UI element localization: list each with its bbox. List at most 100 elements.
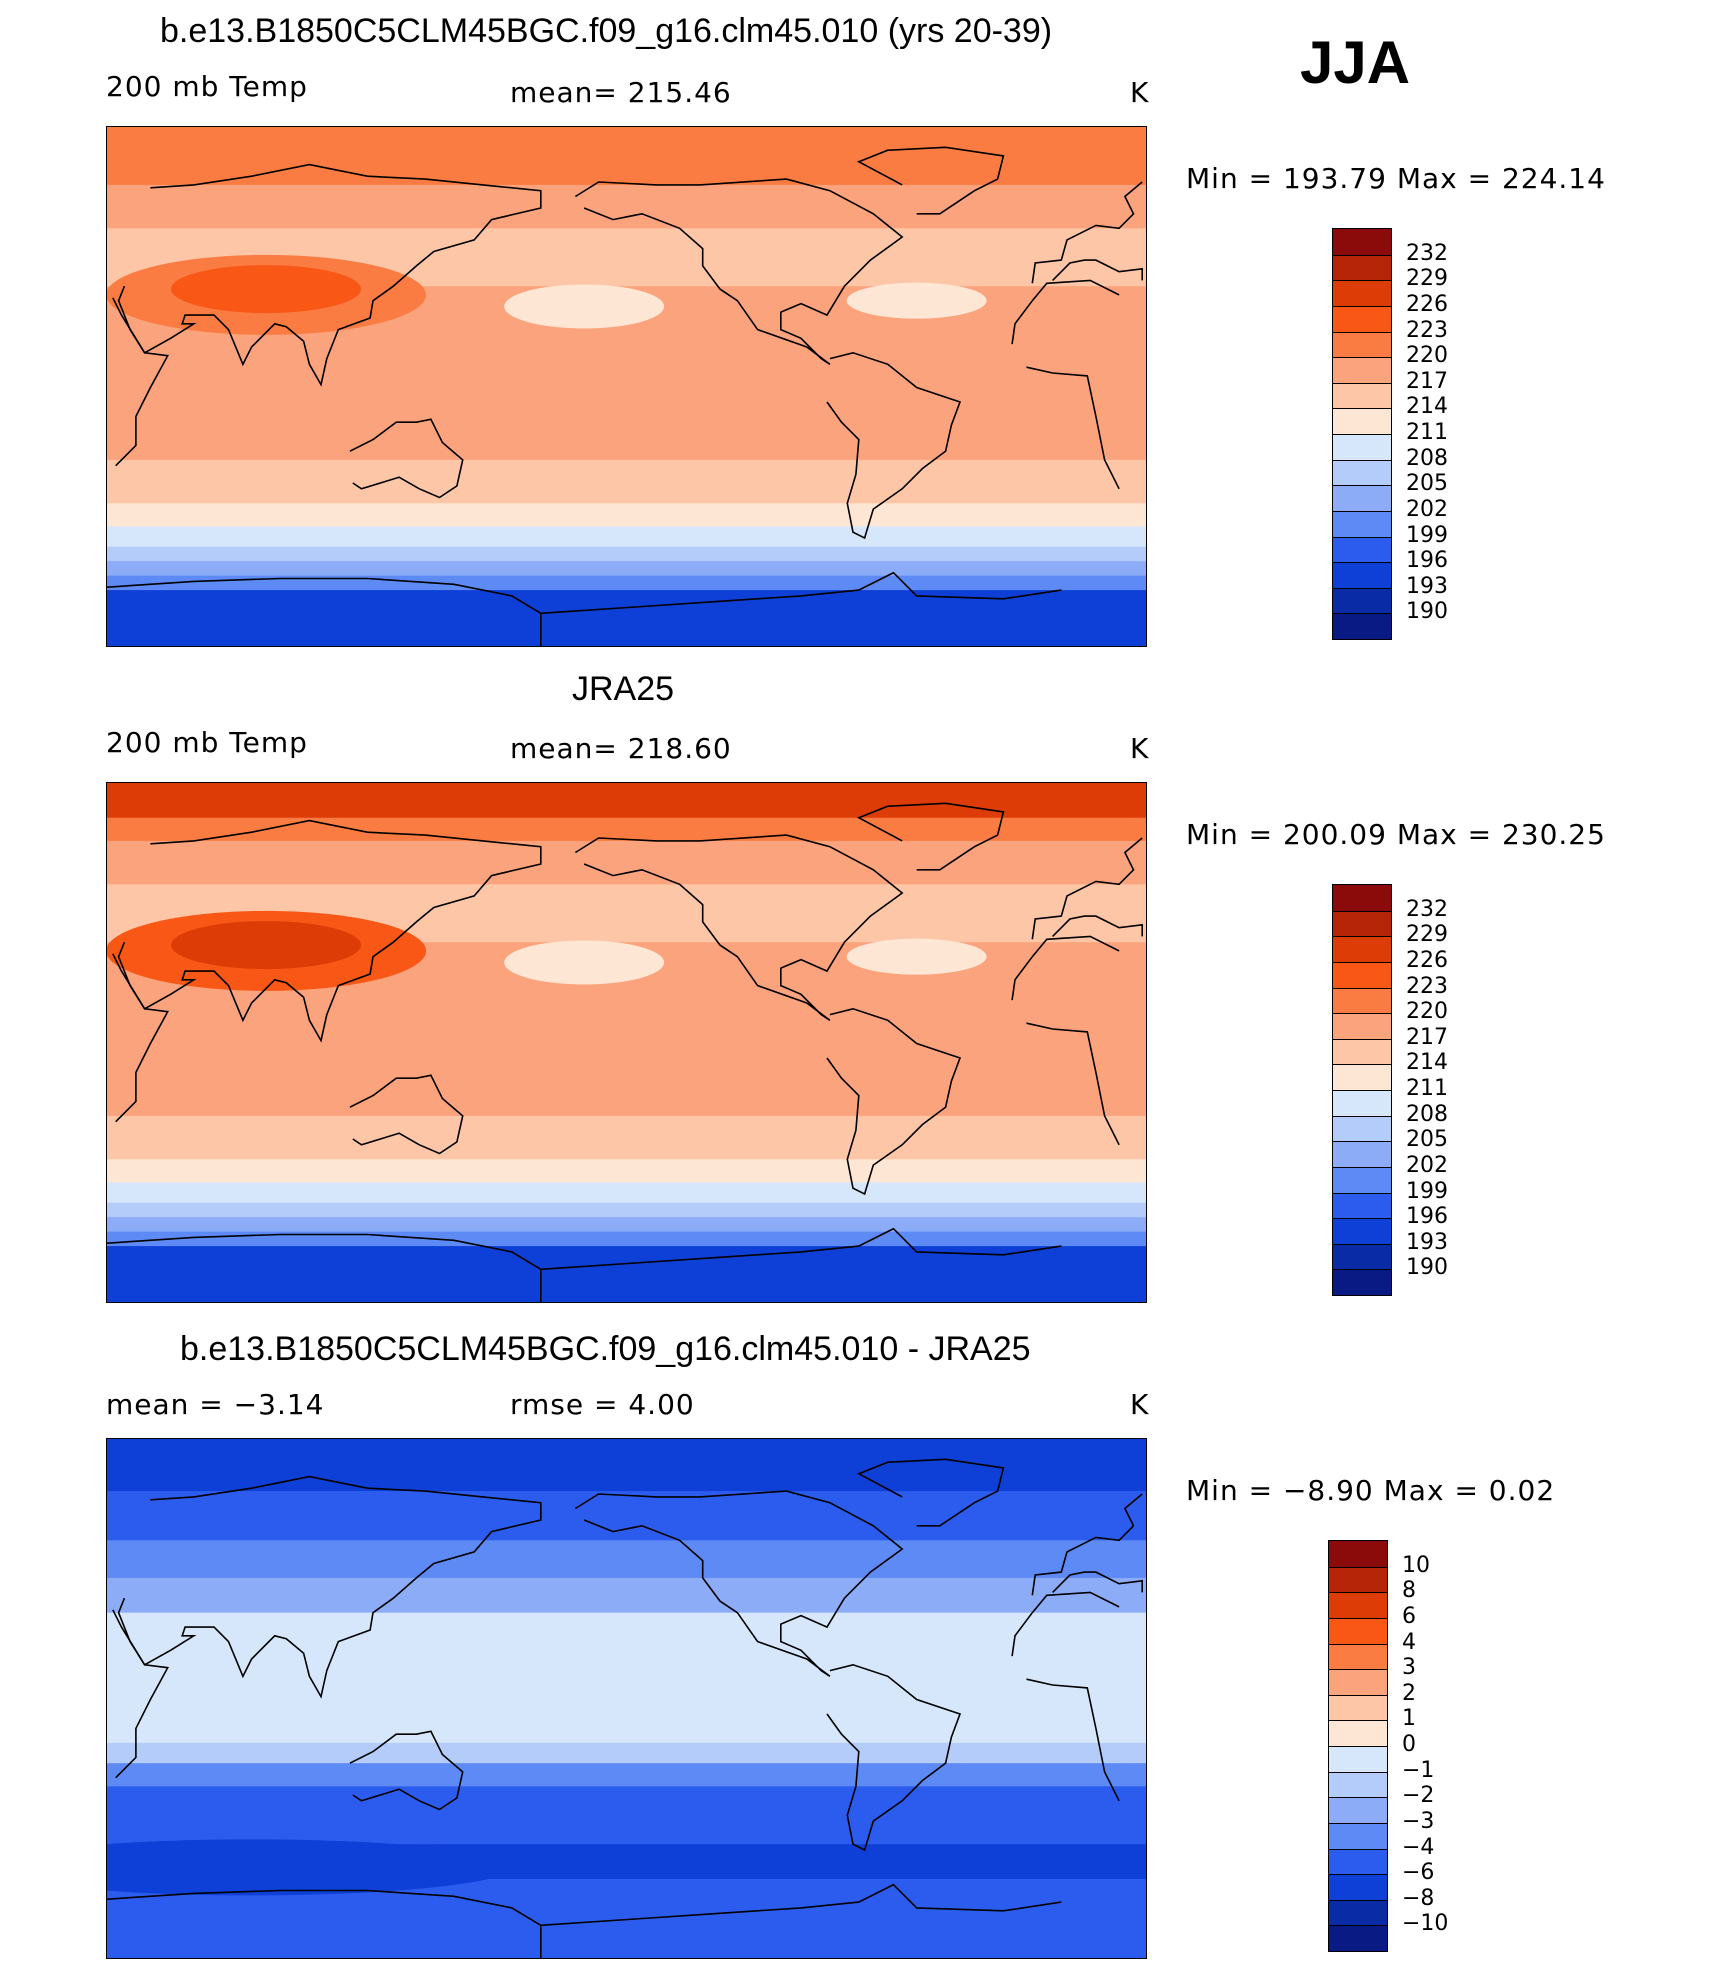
contour-band <box>107 590 1146 646</box>
colorbar-tick-label: 223 <box>1406 973 1448 999</box>
contour-band <box>107 526 1146 548</box>
atlantic-trough <box>846 282 987 319</box>
contour-band <box>107 1491 1146 1541</box>
map-svg <box>107 1439 1146 1958</box>
colorbar-box <box>1329 1874 1387 1900</box>
colorbar-tick-label: −4 <box>1402 1834 1435 1860</box>
colorbar-tick-label: 0 <box>1402 1732 1416 1757</box>
colorbar-tick-label: 232 <box>1406 896 1448 922</box>
colorbar-tick-label: 202 <box>1406 1152 1448 1178</box>
colorbar-box <box>1333 1141 1391 1167</box>
colorbar-tick-label: 4 <box>1402 1629 1416 1655</box>
colorbar-box <box>1329 1848 1387 1875</box>
colorbar-tick-label: 8 <box>1402 1578 1416 1604</box>
contour-features <box>107 1839 512 1896</box>
mean-label: mean = −3.14 <box>106 1388 325 1421</box>
colorbar-box <box>1333 1064 1391 1090</box>
colorbar-box <box>1333 987 1391 1014</box>
coastline <box>117 819 1143 1043</box>
colorbar-box <box>1333 562 1391 588</box>
colorbar-tick-label: 193 <box>1406 1229 1448 1255</box>
contour-band <box>107 546 1146 562</box>
colorbar-box <box>1333 434 1391 460</box>
colorbar-box <box>1333 1218 1391 1244</box>
mean-label: mean= 218.60 <box>510 732 732 765</box>
colorbar-box <box>1333 1013 1391 1039</box>
colorbar-box <box>1333 331 1391 358</box>
colorbar-tick-label: 214 <box>1406 1050 1448 1076</box>
colorbar-box <box>1333 1166 1391 1193</box>
colorbar-box <box>1329 1771 1387 1798</box>
contour-fills <box>107 1439 1146 1958</box>
colorbar <box>1328 1540 1388 1952</box>
colorbar-box <box>1333 408 1391 434</box>
season-label: JJA <box>1300 29 1411 96</box>
coastline <box>112 279 1120 490</box>
contour-band <box>107 1246 1146 1302</box>
colorbar-box <box>1333 382 1391 409</box>
colorbar-tick-label: 208 <box>1406 445 1448 471</box>
colorbar-tick-label: 226 <box>1406 291 1448 317</box>
colorbar-box <box>1333 280 1391 306</box>
colorbar-tick-label: 10 <box>1402 1552 1430 1578</box>
colorbar-tick-label: 229 <box>1406 266 1448 292</box>
coastline <box>107 1883 1062 1958</box>
coastlines <box>107 802 1143 1302</box>
colorbar-tick-label: 208 <box>1406 1101 1448 1127</box>
colorbar-tick-label: 205 <box>1406 471 1448 497</box>
coastline <box>117 163 1143 387</box>
contour-band <box>107 561 1146 577</box>
contour-band <box>107 1612 1146 1744</box>
colorbar-box <box>1333 587 1391 614</box>
variable-label: 200 mb Temp <box>106 70 308 103</box>
contour-fills <box>107 783 1146 1302</box>
contour-band <box>107 1115 1146 1160</box>
colorbar-box <box>1333 1090 1391 1116</box>
colorbar-tick-label: 211 <box>1406 1076 1448 1101</box>
contour-band <box>107 1577 1146 1614</box>
colorbar-tick-label: 3 <box>1402 1655 1416 1681</box>
colorbar-tick-label: 6 <box>1402 1603 1416 1629</box>
colorbar-box <box>1329 1720 1387 1746</box>
coastline <box>117 1475 1143 1699</box>
contour-band <box>107 184 1146 229</box>
colorbar-tick-label: 211 <box>1406 420 1448 445</box>
colorbar-tick-label: 214 <box>1406 394 1448 420</box>
colorbar-box <box>1329 1746 1387 1772</box>
colorbar-box <box>1333 1038 1391 1065</box>
colorbar-tick-label: −1 <box>1402 1757 1435 1783</box>
map-svg <box>107 783 1146 1302</box>
contour-band <box>107 1763 1146 1787</box>
colorbar-box <box>1333 229 1391 255</box>
colorbar-tick-label: −3 <box>1402 1808 1435 1834</box>
colorbar-tick-label: 190 <box>1406 1255 1448 1281</box>
contour-band <box>107 127 1146 186</box>
colorbar-tick-label: 2 <box>1402 1680 1416 1706</box>
colorbar-tick-label: 199 <box>1406 1178 1448 1204</box>
colorbar-tick-label: 196 <box>1406 1204 1448 1230</box>
contour-band <box>107 1202 1146 1218</box>
coastline <box>856 802 1005 871</box>
colorbar <box>1332 228 1392 640</box>
colorbar-box <box>1333 1243 1391 1270</box>
atlantic-trough <box>846 938 987 975</box>
colorbar-box <box>1333 485 1391 511</box>
colorbar-box <box>1329 1617 1387 1644</box>
map-plot <box>106 126 1147 647</box>
colorbar-tick-label: 220 <box>1406 999 1448 1025</box>
colorbar-box <box>1329 1899 1387 1926</box>
panel-title: b.e13.B1850C5CLM45BGC.f09_g16.clm45.010 … <box>180 1330 1031 1368</box>
southern-ocean-low <box>107 1839 512 1896</box>
colorbar-box <box>1329 1669 1387 1695</box>
contour-fills <box>107 127 1146 646</box>
coastline <box>107 571 1062 646</box>
contour-band <box>107 1786 1146 1845</box>
map-plot <box>106 782 1147 1303</box>
units-label: K <box>1130 1388 1150 1421</box>
colorbar-box <box>1333 254 1391 281</box>
colorbar-tick-label: 196 <box>1406 548 1448 574</box>
coastline <box>826 351 962 540</box>
panel-title: b.e13.B1850C5CLM45BGC.f09_g16.clm45.010 … <box>160 12 1053 50</box>
colorbar-box <box>1329 1643 1387 1670</box>
colorbar-box <box>1333 885 1391 911</box>
